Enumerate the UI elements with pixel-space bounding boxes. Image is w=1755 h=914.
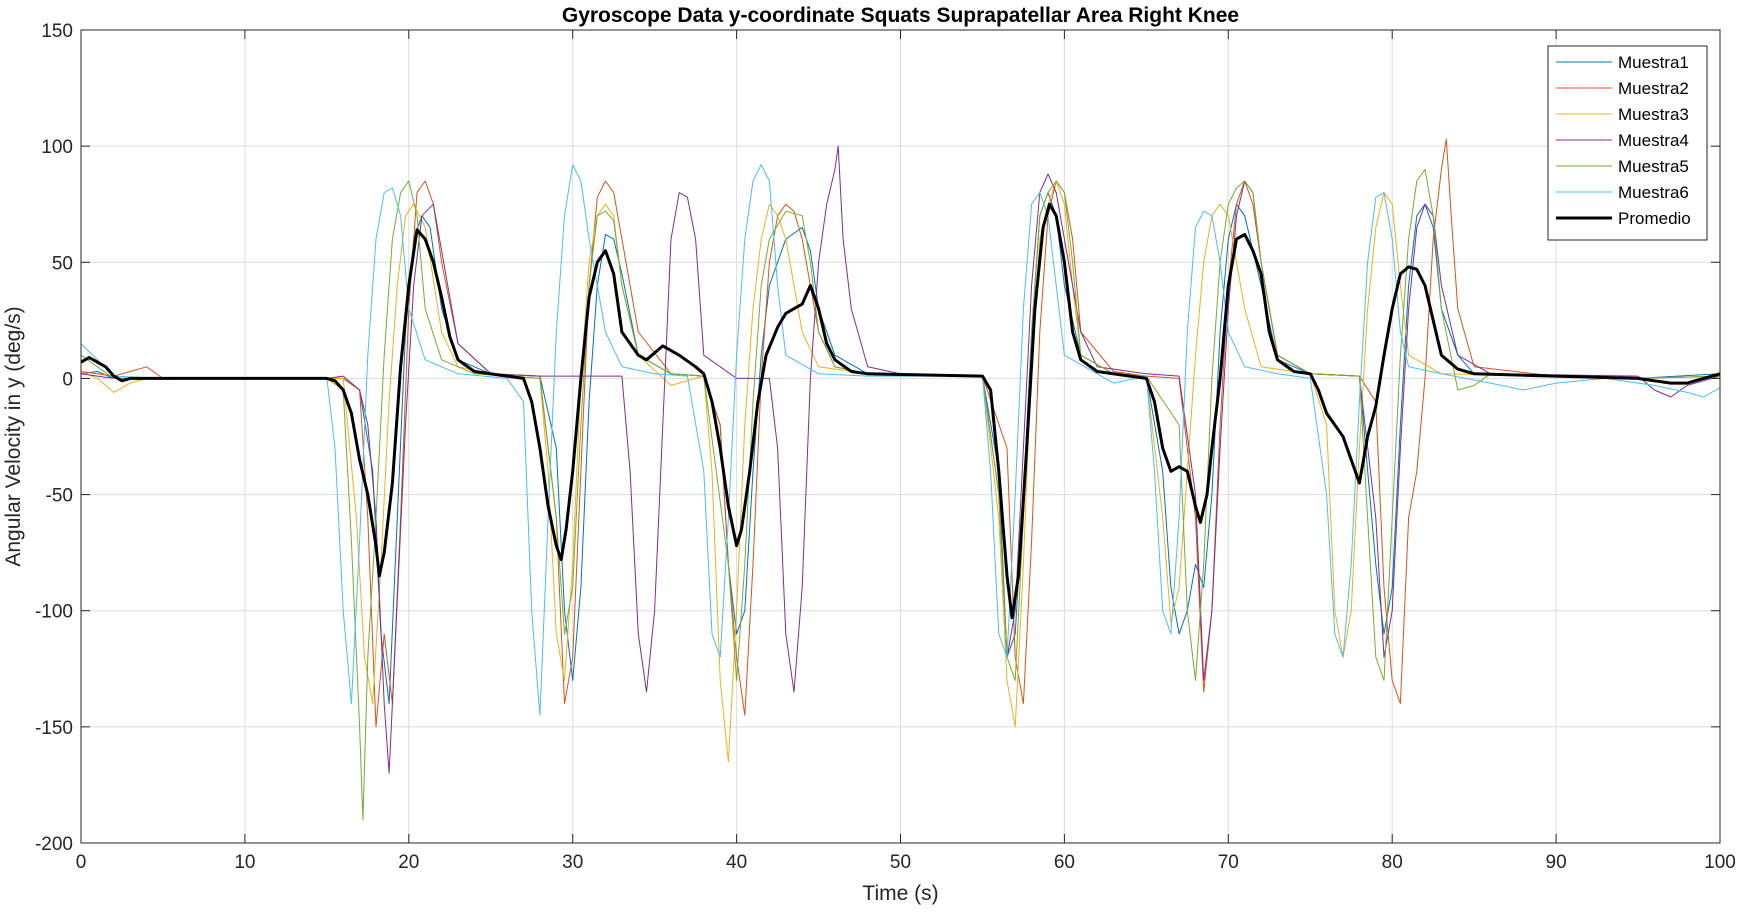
y-tick-label: 100 [41,137,73,158]
y-tick-label: 150 [41,21,73,42]
legend-label: Muestra3 [1618,105,1689,124]
x-tick-label: 40 [726,852,747,873]
legend-label: Promedio [1618,209,1691,228]
x-tick-label: 100 [1704,852,1736,873]
series-lines [80,138,1721,821]
y-tick-label: -150 [35,718,73,739]
y-tick-label: -50 [46,486,73,507]
x-tick-label: 30 [562,852,583,873]
y-tick-label: 0 [62,369,73,390]
x-tick-label: 90 [1546,852,1567,873]
legend-box [1547,45,1708,241]
legend-label: Muestra2 [1618,79,1689,98]
x-tick-label: 50 [890,852,911,873]
x-tick-label: 10 [234,852,255,873]
y-tick-label: -200 [35,834,73,855]
x-tick-label: 20 [398,852,419,873]
series-line-promedio [80,202,1721,620]
legend-label: Muestra4 [1618,131,1689,150]
y-tick-label: 50 [52,253,73,274]
legend: Muestra1 Muestra2 Muestra3 Muestra4 Muestra5… [1547,45,1708,241]
series-line-muestra3 [80,180,1721,763]
legend-label: Muestra6 [1618,183,1689,202]
x-tick-label: 80 [1382,852,1403,873]
legend-label: Muestra1 [1618,53,1689,72]
x-tick-label: 70 [1218,852,1239,873]
y-axis-title: Angular Velocity in y (deg/s) [2,306,25,566]
chart-title: Gyroscope Data y-coordinate Squats Supra… [562,4,1239,27]
legend-label: Muestra5 [1618,157,1689,176]
x-tick-label: 0 [76,852,87,873]
x-axis-title: Time (s) [862,882,938,905]
axis-ticks: 0 10 20 30 40 50 60 70 80 90 100 -200 -150 -100 -50 0 50… [35,21,1736,873]
y-tick-label: -100 [35,602,73,623]
x-tick-label: 60 [1054,852,1075,873]
